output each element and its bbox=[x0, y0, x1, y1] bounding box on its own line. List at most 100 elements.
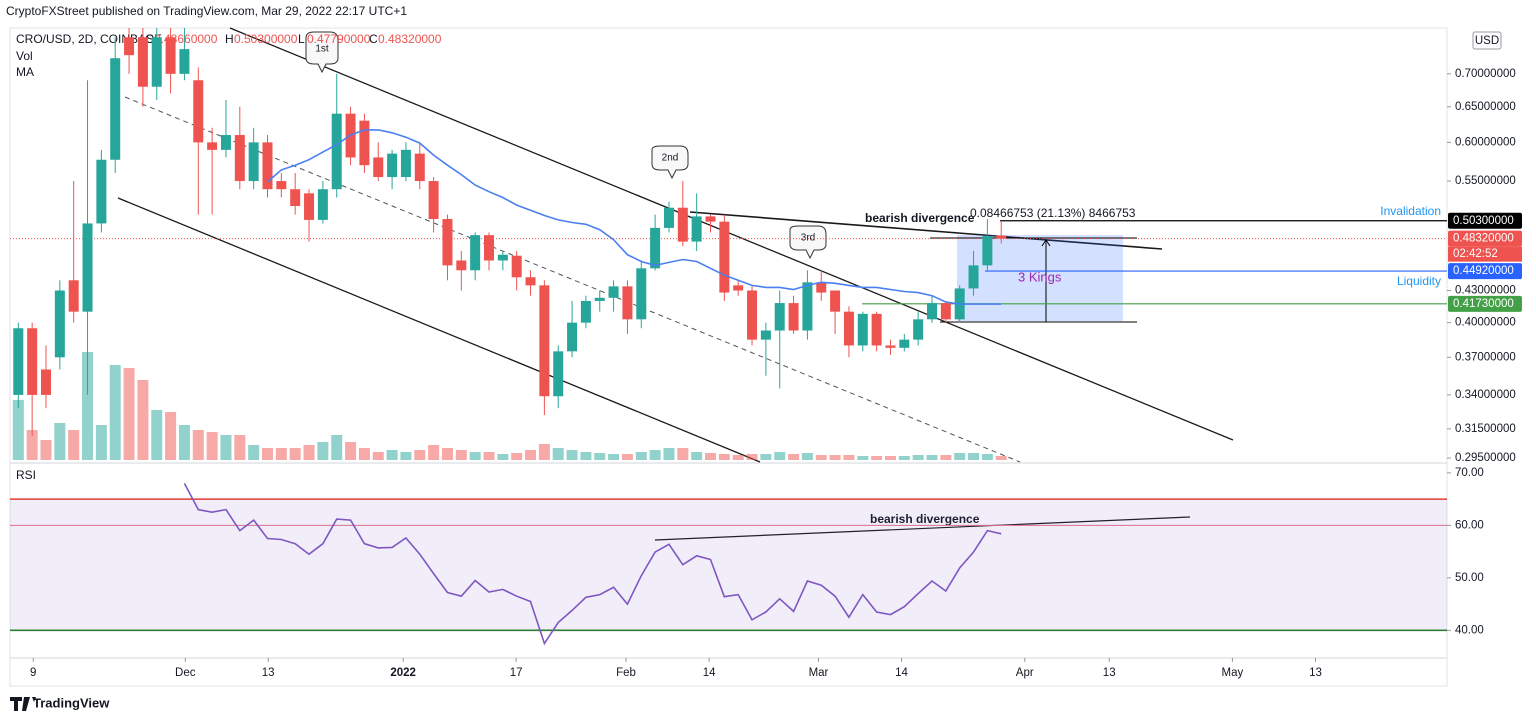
annotation: Invalidation bbox=[1380, 204, 1441, 218]
volume-bar bbox=[483, 452, 495, 460]
channel-top bbox=[229, 27, 1234, 441]
indicator-label: Vol bbox=[16, 49, 33, 63]
candle-body bbox=[484, 235, 494, 261]
volume-bar bbox=[815, 455, 827, 460]
x-tick-label: 13 bbox=[1103, 667, 1116, 679]
logo bbox=[10, 697, 36, 711]
price-label-box bbox=[1448, 263, 1522, 280]
volume-bar bbox=[898, 456, 910, 460]
annotation: 3 Kings bbox=[1018, 269, 1062, 284]
candle-body bbox=[40, 369, 51, 395]
volume-bar bbox=[95, 425, 107, 460]
candle-body bbox=[179, 49, 190, 74]
candle-body bbox=[913, 319, 924, 340]
callout-2nd bbox=[651, 145, 689, 180]
annotation: bearish divergence bbox=[870, 512, 980, 526]
candle-body bbox=[456, 260, 467, 271]
volume-bar bbox=[871, 456, 883, 460]
y-tick-label: 0.40000000 bbox=[1455, 317, 1516, 329]
candle-body bbox=[54, 290, 65, 358]
x-tick-label: Mar bbox=[809, 667, 829, 679]
x-tick-label: 17 bbox=[510, 667, 523, 679]
volume-bar bbox=[594, 453, 606, 460]
x-tick-label: 13 bbox=[262, 667, 275, 679]
volume-bar bbox=[497, 454, 509, 460]
candle-body bbox=[262, 142, 273, 190]
volume-bar bbox=[635, 452, 647, 460]
candle-body bbox=[567, 322, 578, 352]
x-tick-label: Apr bbox=[1016, 667, 1034, 679]
candle-body bbox=[885, 345, 896, 348]
candle-body bbox=[400, 149, 411, 178]
candle-body bbox=[276, 181, 287, 190]
volume-bar bbox=[261, 448, 273, 460]
price-label: 0.41730000 bbox=[1453, 298, 1514, 310]
volume-bar bbox=[566, 450, 578, 460]
volume-bar bbox=[165, 412, 177, 460]
volume-bar bbox=[317, 442, 329, 460]
volume-bar bbox=[137, 380, 149, 460]
volume-bar bbox=[358, 448, 370, 460]
legend-value: 0.48660000 bbox=[154, 32, 218, 46]
x-tick-label: May bbox=[1222, 667, 1244, 679]
volume-bar bbox=[995, 456, 1007, 460]
countdown: 02:42:52 bbox=[1453, 248, 1498, 260]
volume-bar bbox=[206, 432, 218, 460]
volume-bar bbox=[151, 410, 163, 460]
rsi-tick-label: 70.00 bbox=[1455, 467, 1484, 479]
candle-body bbox=[760, 330, 771, 340]
y-tick-label: 0.34000000 bbox=[1455, 389, 1516, 401]
rsi-pane bbox=[10, 483, 1447, 646]
price-label-box bbox=[1448, 212, 1522, 229]
candle-body bbox=[373, 157, 384, 178]
candle-body bbox=[636, 268, 647, 320]
volume-bar bbox=[801, 453, 813, 460]
volume-bar bbox=[663, 448, 675, 460]
candle-body bbox=[165, 37, 176, 74]
measure-arrowhead bbox=[1041, 239, 1051, 247]
candle-body bbox=[220, 135, 231, 150]
annotation: Liquidity bbox=[1397, 274, 1441, 288]
volume-bar bbox=[843, 455, 855, 460]
y-tick-label: 0.43000000 bbox=[1455, 285, 1516, 297]
volume-bar bbox=[677, 448, 689, 460]
volume-bar bbox=[275, 448, 287, 460]
x-tick-label: Dec bbox=[175, 667, 196, 679]
callout-text: 2nd bbox=[662, 153, 679, 164]
y-tick-label: 0.65000000 bbox=[1455, 101, 1516, 113]
candle-body bbox=[843, 311, 854, 346]
volume-bar bbox=[12, 400, 24, 460]
annotations bbox=[117, 27, 1234, 541]
volume-bar bbox=[525, 450, 537, 460]
legend-key: L bbox=[298, 32, 305, 46]
candle-body bbox=[414, 153, 425, 182]
candle-body bbox=[691, 216, 702, 242]
price-label: 0.50300000 bbox=[1453, 215, 1514, 227]
candle-body bbox=[470, 235, 481, 271]
currency: USD bbox=[1475, 35, 1499, 47]
candle-body bbox=[110, 58, 121, 160]
volume-bar bbox=[331, 435, 343, 460]
candle-body bbox=[428, 181, 439, 220]
volume-bar bbox=[608, 454, 620, 460]
candle-body bbox=[387, 153, 398, 178]
volume-bar bbox=[774, 452, 786, 460]
candle-body bbox=[802, 282, 813, 331]
legend-key: O bbox=[145, 32, 154, 46]
x-tick-label: 14 bbox=[895, 667, 908, 679]
y-tick-label: 0.70000000 bbox=[1455, 68, 1516, 80]
candle-body bbox=[580, 300, 591, 323]
rsi-tick-label: 40.00 bbox=[1455, 624, 1484, 636]
y-tick-label: 0.37000000 bbox=[1455, 351, 1516, 363]
callout-text: 1st bbox=[315, 44, 329, 55]
volume-bar bbox=[82, 352, 94, 460]
candle-body bbox=[830, 290, 841, 312]
candle-body bbox=[442, 219, 453, 266]
legend-key: H bbox=[225, 32, 234, 46]
volume-bar bbox=[884, 456, 896, 460]
candle-body bbox=[996, 235, 1007, 239]
volume-bar bbox=[981, 454, 993, 460]
volume-bar bbox=[954, 453, 966, 460]
